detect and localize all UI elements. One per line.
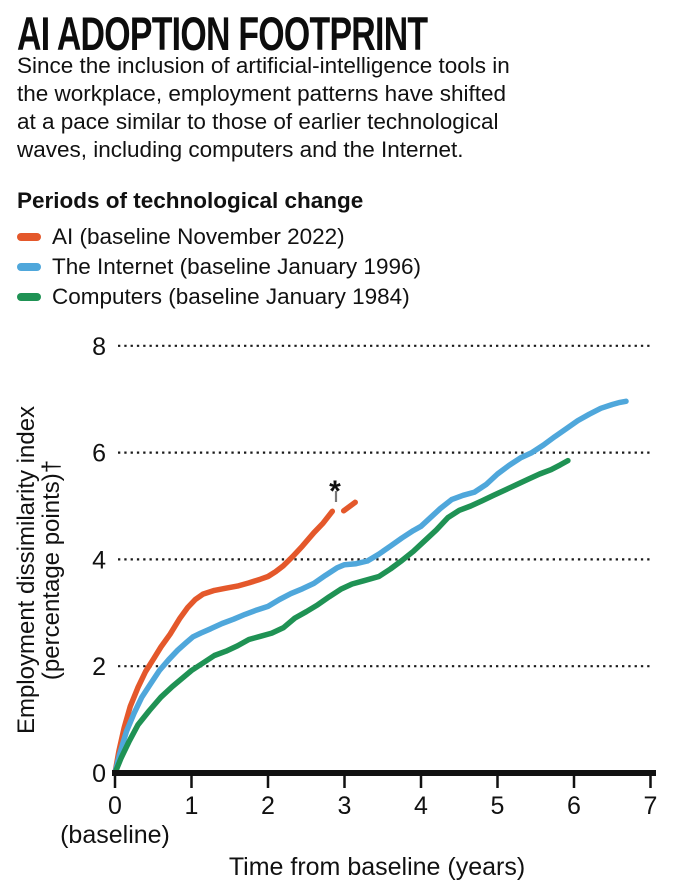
x-tick-label: 0 [108,792,122,820]
legend-swatch-ai [17,233,41,241]
legend-items: AI (baseline November 2022) The Internet … [17,222,421,312]
intro-text: Since the inclusion of artificial-intell… [17,53,510,162]
x-tick-label: 6 [567,792,581,820]
x-tick-label: 2 [261,792,275,820]
x-tick-mark [343,776,346,788]
legend-heading: Periods of technological change [17,188,364,213]
legend-label: The Internet (baseline January 1996) [52,254,421,279]
page-title: AI ADOPTION FOOTPRINT [17,7,428,60]
baseline-note: (baseline) [60,821,170,849]
x-tick-mark [419,776,423,788]
x-tick-mark [113,776,117,788]
gridlines [118,344,650,668]
legend: Periods of technological change AI (base… [17,188,421,312]
x-tick-mark [649,776,652,788]
legend-label: Computers (baseline January 1984) [52,284,410,309]
x-tick-mark [266,776,270,788]
x-tick-label: 1 [185,792,199,820]
y-axis-title-line2: (percentage points)† [38,460,65,680]
y-axis-title-line1: Employment dissimilarity index [13,406,40,734]
x-tick-mark [190,776,193,788]
x-axis-ticks: 0 1 2 3 4 5 6 7 [108,776,657,820]
y-tick-label: 2 [92,653,106,681]
legend-item-ai: AI (baseline November 2022) [17,222,421,252]
line-chart: 0 2 4 6 8 0 1 2 3 4 5 6 7 Employment dissimilarity … [13,333,657,881]
series-line-computers [112,457,571,776]
y-axis-title: Employment dissimilarity index (percenta… [13,406,65,734]
series-line-ai [112,508,336,776]
y-tick-label: 8 [92,333,106,361]
x-axis-line [112,770,656,776]
x-axis-title: Time from baseline (years) [229,853,525,881]
y-axis-tick-labels: 0 2 4 6 8 [92,333,106,788]
x-tick-label: 4 [414,792,428,820]
y-tick-label: 6 [92,440,106,468]
legend-swatch-computers [17,293,41,301]
series-line-ai-detached-end-segment [340,499,358,514]
legend-label: AI (baseline November 2022) [52,224,345,249]
legend-item-computers: Computers (baseline January 1984) [17,282,421,312]
x-tick-label: 5 [491,792,505,820]
x-tick-mark [496,776,499,788]
x-tick-label: 7 [644,792,658,820]
y-tick-label: 0 [92,760,106,788]
series-line-the-internet [112,398,629,776]
legend-swatch-internet [17,263,41,271]
x-tick-mark [572,776,576,788]
y-tick-label: 4 [92,546,106,574]
x-tick-label: 3 [338,792,352,820]
legend-item-internet: The Internet (baseline January 1996) [17,252,421,282]
data-series [112,398,629,776]
